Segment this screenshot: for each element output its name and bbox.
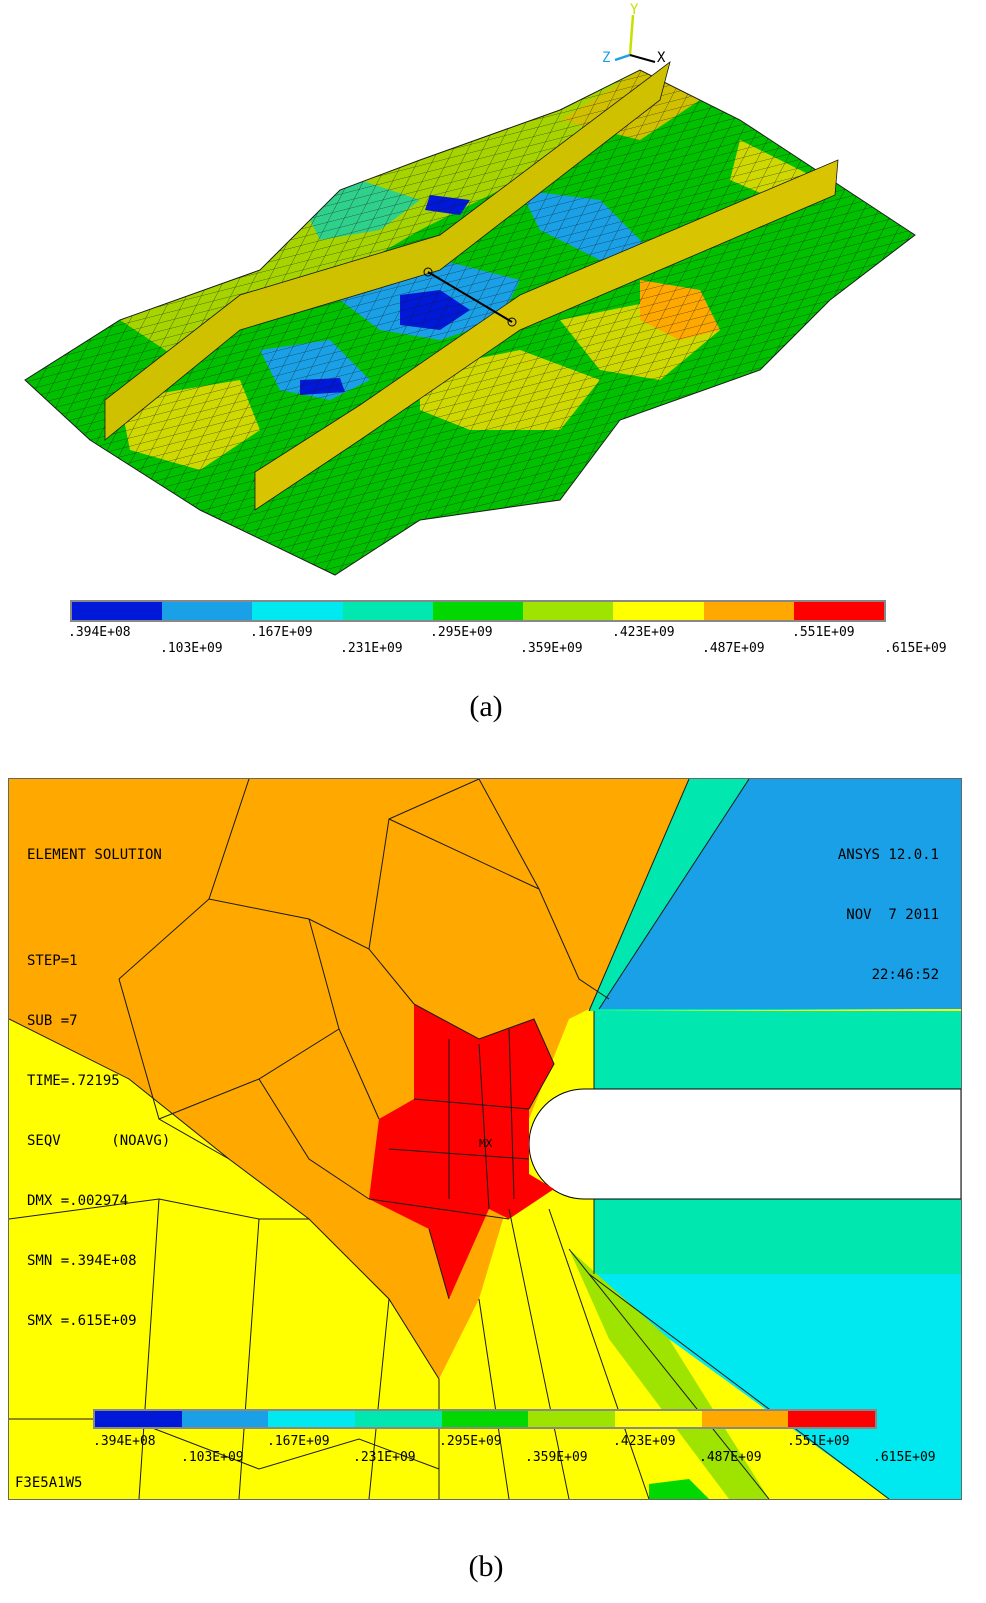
legend-swatch: [528, 1411, 616, 1427]
coordinate-triad: [614, 14, 656, 63]
legend-swatch: [441, 1411, 529, 1427]
legend-swatch: [615, 1411, 702, 1427]
info-line: STEP=1: [27, 953, 78, 969]
legend-a-label-4: .295E+09: [430, 625, 493, 640]
legend-swatch: [95, 1411, 182, 1427]
legend-swatch: [793, 602, 884, 620]
info-line: DMX =.002974: [27, 1193, 129, 1209]
element-solution-info: ELEMENT SOLUTION STEP=1 SUB =7 TIME=.721…: [27, 805, 170, 1371]
notch-slot: [528, 1088, 961, 1200]
legend-b-label-3: .231E+09: [353, 1450, 416, 1465]
legend-swatch: [252, 602, 343, 620]
legend-swatch: [268, 1411, 356, 1427]
notch-contour-plot: MX: [9, 779, 961, 1499]
legend-swatch: [523, 602, 614, 620]
info-line: [27, 905, 170, 911]
mesh-lines: [9, 779, 890, 1499]
legend-b-label-0: .394E+08: [93, 1434, 156, 1449]
legend-a-label-6: .423E+09: [612, 625, 675, 640]
legend-a-label-0: .394E+08: [68, 625, 131, 640]
legend-swatch: [72, 602, 163, 620]
legend-a-label-8: .551E+09: [792, 625, 855, 640]
triad-x-label: X: [657, 50, 666, 66]
stiffener-right: [254, 159, 839, 511]
legend-a-label-1: .103E+09: [160, 641, 223, 656]
legend-swatch: [788, 1411, 876, 1427]
triad-z-label: Z: [602, 50, 611, 66]
legend-bar-b: [93, 1409, 877, 1429]
legend-swatch: [355, 1411, 442, 1427]
legend-b-label-2: .167E+09: [267, 1434, 330, 1449]
info-line: SUB =7: [27, 1013, 78, 1029]
panel-b: MX ELEMENT SOLUTION STEP=1 SUB =7 TIME=.…: [8, 778, 962, 1500]
legend-swatch: [342, 602, 433, 620]
caption-b: (b): [468, 1550, 504, 1583]
legend-a-label-2: .167E+09: [250, 625, 313, 640]
panel-a: Y Z X .394E+08 .103E+09 .167E+09 .231E+0…: [0, 0, 986, 730]
legend-a-label-5: .359E+09: [520, 641, 583, 656]
legend-b-label-7: .487E+09: [699, 1450, 762, 1465]
legend-a-label-3: .231E+09: [340, 641, 403, 656]
info-line: TIME=.72195: [27, 1073, 120, 1089]
legend-b-label-6: .423E+09: [613, 1434, 676, 1449]
legend-swatch: [162, 602, 253, 620]
mx-marker: MX: [479, 1137, 493, 1150]
legend-swatch: [181, 1411, 269, 1427]
high-stress-zone: [369, 1004, 554, 1299]
triad-y-label: Y: [630, 2, 639, 18]
caption-a: (a): [469, 690, 503, 723]
ansys-version-info: ANSYS 12.0.1 NOV 7 2011 22:46:52: [838, 805, 939, 1025]
deformed-plate-contour: [24, 14, 916, 576]
info-line: SEQV (NOAVG): [27, 1133, 171, 1149]
ansys-line: ANSYS 12.0.1: [837, 847, 939, 863]
legend-bar-a: [70, 600, 886, 622]
legend-swatch: [701, 1411, 789, 1427]
legend-swatch: [432, 602, 524, 620]
legend-swatch: [703, 602, 794, 620]
legend-a-label-7: .487E+09: [702, 641, 765, 656]
stiffener-left: [104, 60, 671, 441]
legend-b-label-1: .103E+09: [181, 1450, 244, 1465]
legend-b-label-8: .551E+09: [787, 1434, 850, 1449]
legend-b-label-9: .615E+09: [873, 1450, 936, 1465]
info-line: SMX =.615E+09: [27, 1313, 137, 1329]
legend-b-label-5: .359E+09: [525, 1450, 588, 1465]
info-line: ELEMENT SOLUTION: [27, 847, 162, 863]
file-label: F3E5A1W5: [15, 1475, 83, 1491]
ansys-line: 22:46:52: [871, 967, 939, 983]
legend-a-label-9: .615E+09: [884, 641, 947, 656]
legend-swatch: [613, 602, 704, 620]
ansys-line: NOV 7 2011: [846, 907, 939, 923]
legend-b-label-4: .295E+09: [439, 1434, 502, 1449]
info-line: SMN =.394E+08: [27, 1253, 137, 1269]
